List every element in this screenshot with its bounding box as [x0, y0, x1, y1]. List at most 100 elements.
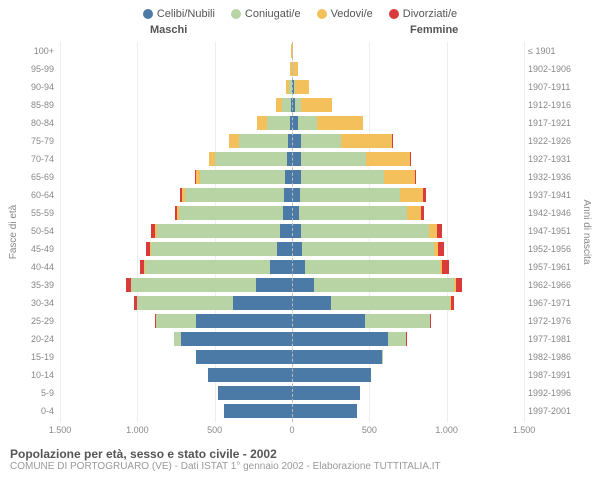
x-tick-label: 0 — [289, 425, 294, 435]
segment-single — [208, 368, 292, 382]
age-label: 10-14 — [22, 370, 54, 380]
segment-widowed — [295, 80, 309, 94]
segment-widowed — [407, 206, 421, 220]
age-row: 50-541947-1951 — [10, 222, 590, 240]
female-bar — [292, 260, 524, 274]
age-row: 85-891912-1916 — [10, 96, 590, 114]
segment-single — [292, 386, 360, 400]
female-bar — [292, 350, 524, 364]
age-label: 35-39 — [22, 280, 54, 290]
birth-year-label: 1927-1931 — [528, 154, 578, 164]
segment-divorced — [442, 260, 448, 274]
age-label: 15-19 — [22, 352, 54, 362]
segment-divorced — [421, 206, 424, 220]
segment-married — [301, 224, 429, 238]
segment-married — [157, 224, 281, 238]
legend-swatch — [389, 9, 399, 19]
birth-year-label: 1907-1911 — [528, 82, 578, 92]
segment-single — [270, 260, 292, 274]
segment-single — [181, 332, 292, 346]
segment-single — [292, 278, 314, 292]
segment-divorced — [430, 314, 432, 328]
segment-married — [331, 296, 450, 310]
segment-divorced — [392, 134, 393, 148]
birth-year-label: 1977-1981 — [528, 334, 578, 344]
segment-single — [292, 368, 371, 382]
age-label: 85-89 — [22, 100, 54, 110]
age-row: 30-341967-1971 — [10, 294, 590, 312]
segment-widowed — [301, 98, 332, 112]
legend-label: Divorziati/e — [403, 8, 457, 20]
segment-divorced — [415, 170, 417, 184]
male-bar — [60, 350, 292, 364]
segment-single — [292, 206, 299, 220]
segment-married — [300, 188, 401, 202]
birth-year-label: 1992-1996 — [528, 388, 578, 398]
population-pyramid-chart: Celibi/NubiliConiugati/eVedovi/eDivorzia… — [0, 0, 600, 500]
male-bar — [60, 188, 292, 202]
legend-item: Divorziati/e — [389, 8, 457, 20]
segment-single — [284, 188, 293, 202]
legend: Celibi/NubiliConiugati/eVedovi/eDivorzia… — [10, 8, 590, 20]
caption: Popolazione per età, sesso e stato civil… — [10, 447, 590, 472]
male-bar — [60, 98, 292, 112]
segment-married — [302, 242, 433, 256]
segment-married — [301, 134, 341, 148]
age-row: 25-291972-1976 — [10, 312, 590, 330]
segment-single — [292, 296, 331, 310]
birth-year-label: 1902-1906 — [528, 64, 578, 74]
female-bar — [292, 368, 524, 382]
female-bar — [292, 404, 524, 418]
segment-single — [292, 152, 301, 166]
age-label: 90-94 — [22, 82, 54, 92]
legend-item: Coniugati/e — [231, 8, 301, 20]
male-bar — [60, 152, 292, 166]
segment-married — [239, 134, 288, 148]
segment-widowed — [317, 116, 363, 130]
segment-widowed — [293, 62, 298, 76]
column-headers: Maschi Femmine — [10, 24, 590, 40]
segment-married — [145, 260, 270, 274]
x-tick-label: 1.000 — [435, 425, 458, 435]
segment-single — [283, 206, 292, 220]
segment-divorced — [451, 296, 455, 310]
age-label: 70-74 — [22, 154, 54, 164]
segment-married — [185, 188, 284, 202]
segment-widowed — [366, 152, 409, 166]
male-bar — [60, 80, 292, 94]
age-row: 60-641937-1941 — [10, 186, 590, 204]
legend-label: Vedovi/e — [331, 8, 373, 20]
birth-year-label: 1917-1921 — [528, 118, 578, 128]
age-row: 10-141987-1991 — [10, 366, 590, 384]
segment-married — [200, 170, 285, 184]
age-label: 40-44 — [22, 262, 54, 272]
segment-married — [179, 206, 283, 220]
segment-married — [156, 314, 196, 328]
segment-single — [285, 170, 292, 184]
age-row: 5-91992-1996 — [10, 384, 590, 402]
male-bar — [60, 314, 292, 328]
female-bar — [292, 134, 524, 148]
x-tick-label: 1.000 — [126, 425, 149, 435]
male-bar — [60, 62, 292, 76]
female-bar — [292, 242, 524, 256]
legend-swatch — [231, 9, 241, 19]
age-label: 55-59 — [22, 208, 54, 218]
segment-married — [365, 314, 430, 328]
legend-item: Vedovi/e — [317, 8, 373, 20]
age-row: 0-41997-2001 — [10, 402, 590, 420]
segment-single — [196, 314, 292, 328]
birth-year-label: ≤ 1901 — [528, 46, 578, 56]
birth-year-label: 1937-1941 — [528, 190, 578, 200]
male-bar — [60, 260, 292, 274]
segment-married — [215, 152, 286, 166]
legend-swatch — [317, 9, 327, 19]
segment-single — [292, 314, 365, 328]
male-bar — [60, 296, 292, 310]
legend-swatch — [143, 9, 153, 19]
male-bar — [60, 206, 292, 220]
age-row: 90-94 1907-1911 — [10, 78, 590, 96]
rows: 100+≤ 190195-991902-190690-941907-191185… — [10, 42, 590, 422]
segment-single — [277, 242, 292, 256]
segment-widowed — [257, 116, 266, 130]
